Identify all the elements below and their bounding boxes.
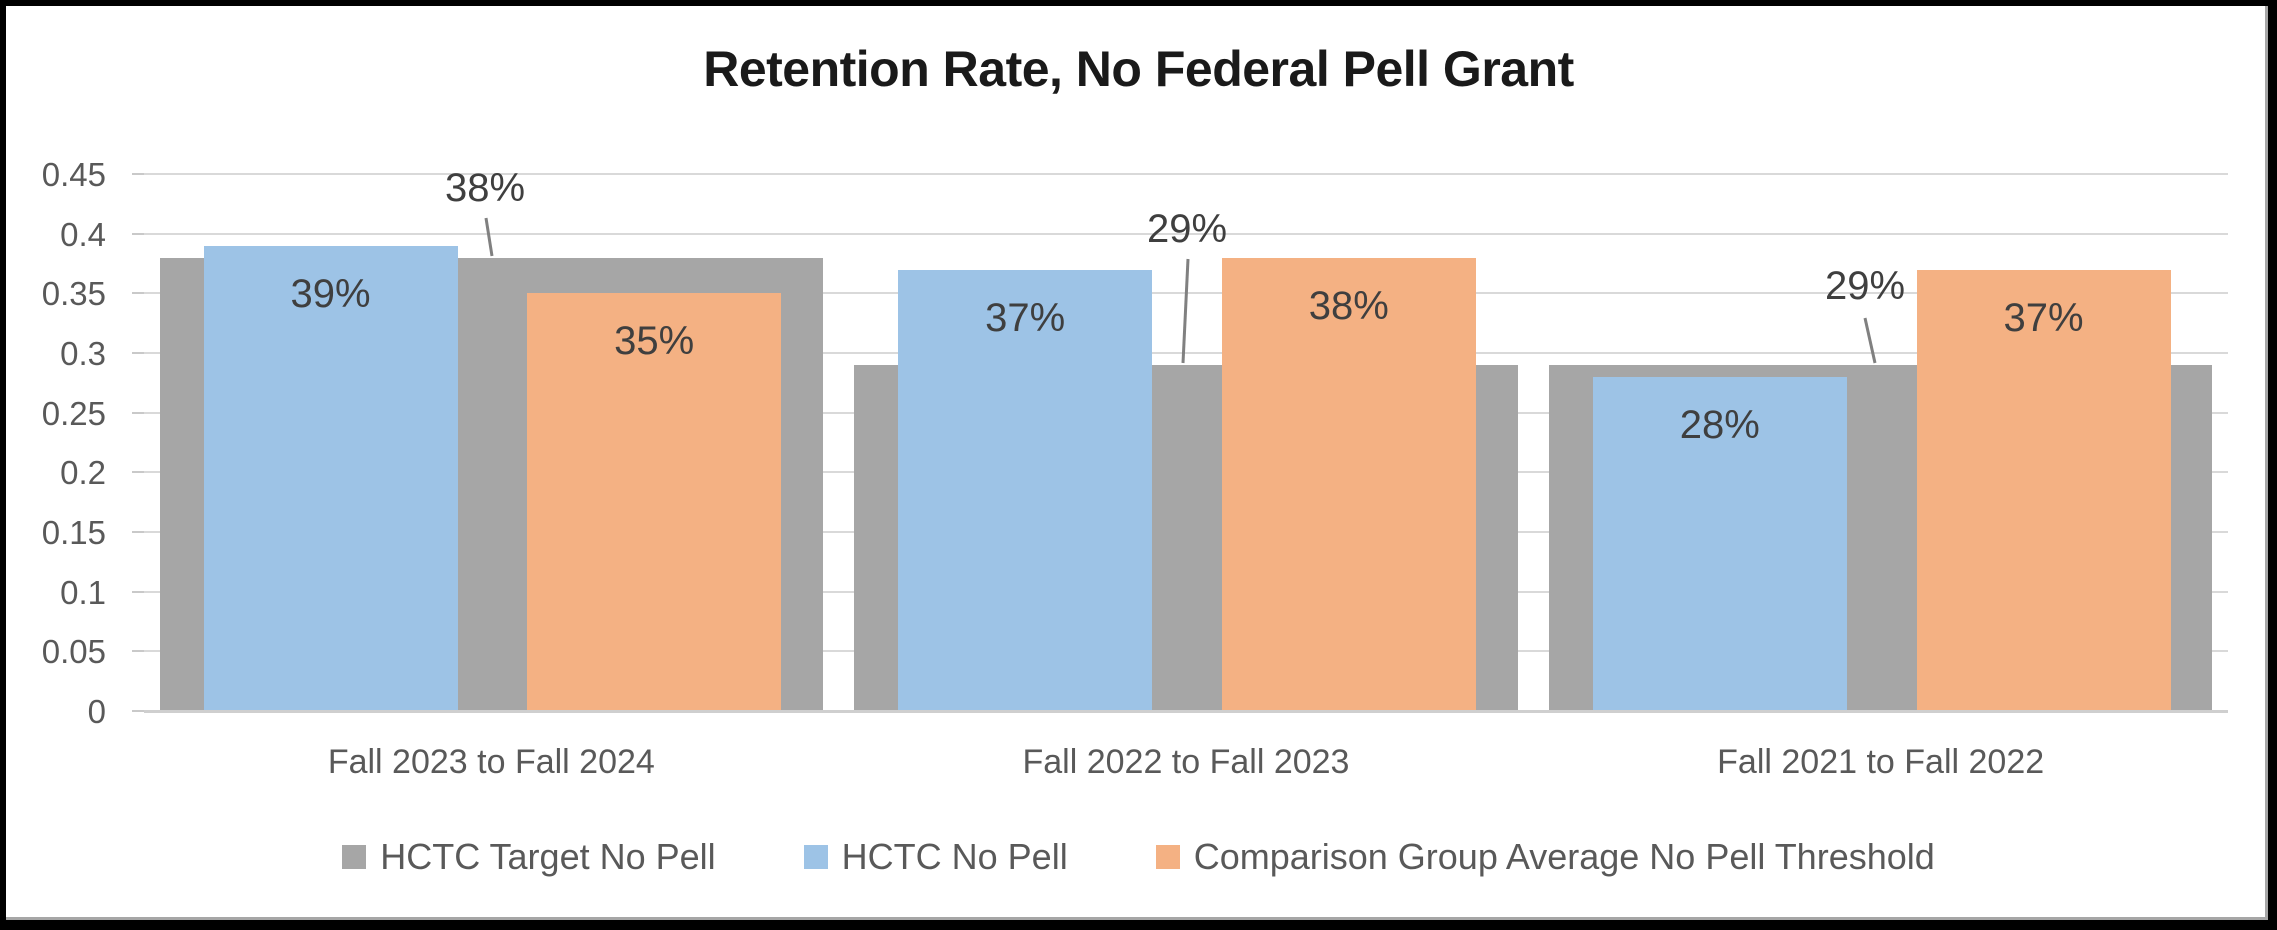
target-callout-label: 29%	[1146, 207, 1228, 251]
bar-value-label: 35%	[614, 319, 695, 364]
category-label: Fall 2021 to Fall 2022	[1717, 743, 2045, 781]
legend-item: HCTC No Pell	[803, 836, 1068, 878]
grid-line	[144, 173, 2228, 176]
legend: HCTC Target No Pell HCTC No Pell Compariso…	[0, 836, 2277, 878]
legend-label: HCTC Target No Pell	[380, 836, 716, 877]
bar-value-label: 38%	[1308, 283, 1389, 328]
bar-comparison-group	[1221, 257, 1476, 710]
legend-label: HCTC No Pell	[841, 836, 1068, 877]
y-axis-tick	[132, 590, 144, 593]
bar-value-label: 37%	[985, 295, 1066, 340]
y-tick-label: 0.25	[41, 394, 106, 432]
bar-hctc-no-pell	[898, 269, 1153, 710]
y-axis-tick	[132, 471, 144, 474]
y-tick-label: 0.3	[60, 335, 106, 373]
legend-swatch	[803, 845, 828, 869]
y-axis-tick	[132, 710, 144, 712]
y-tick-label: 0.4	[60, 215, 106, 253]
category-label: Fall 2022 to Fall 2023	[1022, 743, 1350, 781]
bar-value-label: 28%	[1679, 402, 1760, 447]
bar-comparison-group	[527, 293, 782, 710]
y-tick-label: 0	[87, 693, 106, 730]
legend-item: Comparison Group Average No Pell Thresho…	[1155, 836, 1935, 878]
legend-swatch	[342, 845, 367, 869]
bar-comparison-group	[1916, 269, 2171, 710]
chart-title: Retention Rate, No Federal Pell Grant	[703, 41, 1574, 97]
bar-value-label: 37%	[2003, 295, 2084, 340]
y-tick-label: 0.05	[41, 633, 106, 671]
target-callout-label: 38%	[444, 166, 526, 210]
y-axis-tick	[132, 173, 144, 176]
bar-value-label: 39%	[290, 271, 371, 316]
target-callout-label: 29%	[1824, 264, 1906, 308]
y-axis-tick	[132, 232, 144, 235]
legend-item: HCTC Target No Pell	[342, 836, 716, 878]
bar-hctc-no-pell	[1592, 376, 1847, 710]
y-axis-tick	[132, 292, 144, 295]
y-tick-label: 0.2	[60, 454, 106, 492]
y-axis-tick	[132, 650, 144, 653]
y-tick-label: 0.15	[41, 514, 106, 552]
y-axis-tick	[132, 531, 144, 534]
legend-swatch	[1155, 845, 1180, 869]
bar-hctc-no-pell	[203, 245, 458, 710]
y-tick-label: 0.1	[60, 573, 106, 611]
legend-label: Comparison Group Average No Pell Thresho…	[1193, 836, 1935, 877]
category-label: Fall 2023 to Fall 2024	[327, 743, 655, 781]
y-axis-tick	[132, 411, 144, 414]
grid-line	[144, 232, 2228, 235]
y-axis-tick	[132, 352, 144, 355]
y-tick-label: 0.35	[41, 275, 106, 313]
y-tick-label: 0.45	[41, 156, 106, 194]
x-axis-line	[144, 710, 2228, 713]
